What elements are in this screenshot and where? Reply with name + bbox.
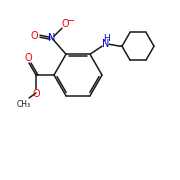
Text: O: O	[30, 31, 38, 41]
Text: O: O	[61, 19, 69, 29]
Text: −: −	[67, 16, 75, 26]
Text: CH₃: CH₃	[17, 100, 31, 109]
Text: O: O	[24, 53, 32, 63]
Text: H: H	[104, 34, 110, 43]
Text: N: N	[102, 39, 110, 49]
Text: O: O	[32, 89, 40, 99]
Text: N: N	[48, 33, 56, 43]
